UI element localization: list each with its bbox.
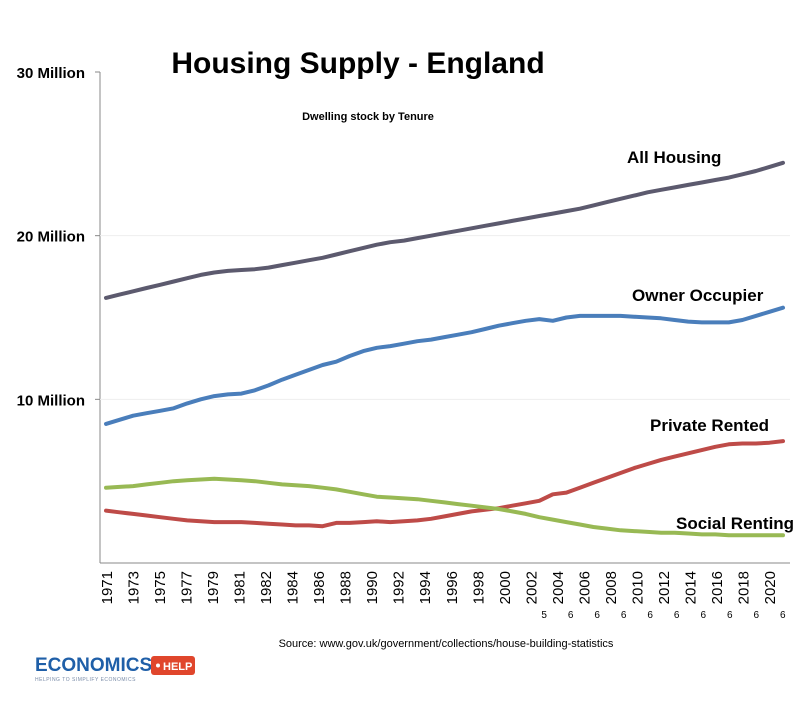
logo-badge-text: HELP	[163, 661, 192, 673]
x-tick-suffix-2016: 6	[727, 610, 733, 621]
x-tick-suffix-2010: 6	[647, 610, 653, 621]
x-tick-suffix-2018: 6	[753, 610, 759, 621]
gridlines	[100, 235, 790, 400]
x-tick-label-1986: 1986	[311, 571, 328, 604]
chart-subtitle: Dwelling stock by Tenure	[302, 111, 434, 123]
x-tick-label-1971: 1971	[99, 571, 116, 604]
x-tick-label-2010: 2010	[629, 571, 646, 604]
logo-word: ECONOMICS	[35, 655, 152, 676]
x-tick-label-2006: 2006	[576, 571, 593, 604]
x-tick-suffix-2008: 6	[621, 610, 627, 621]
y-tick-label-10: 10 Million	[17, 392, 85, 409]
y-tick-labels: 10 Million 20 Million 30 Million	[17, 65, 100, 409]
y-tick-label-20: 20 Million	[17, 229, 85, 246]
x-tick-label-2020: 2020	[762, 571, 779, 604]
x-tick-label-2000: 2000	[497, 571, 514, 604]
series-line-social-renting	[104, 476, 785, 538]
x-tick-label-1973: 1973	[126, 571, 143, 604]
x-tick-label-1988: 1988	[338, 571, 355, 604]
x-tick-label-2008: 2008	[603, 571, 620, 604]
x-tick-label-1990: 1990	[364, 571, 381, 604]
x-tick-label-1998: 1998	[470, 571, 487, 604]
x-tick-suffix-2006: 6	[594, 610, 600, 621]
logo-tagline: HELPING TO SIMPLIFY ECONOMICS	[35, 677, 136, 683]
x-tick-label-1992: 1992	[391, 571, 408, 604]
x-tick-labels: 1971 1973 1975 1977 1979 1981 1982 1984 1986 1988…	[99, 571, 786, 621]
series-line-private-rented	[104, 439, 785, 529]
chart-title: Housing Supply - England	[171, 47, 544, 80]
label-all-housing: All Housing	[627, 148, 721, 167]
x-tick-label-2018: 2018	[735, 571, 752, 604]
y-tick-label-30: 30 Million	[17, 65, 85, 82]
x-tick-suffix-2004: 6	[568, 610, 574, 621]
x-tick-suffix-2012: 6	[674, 610, 680, 621]
series-line-owner-occupier	[104, 305, 785, 426]
label-owner-occupier: Owner Occupier	[632, 286, 764, 305]
x-tick-label-1996: 1996	[444, 571, 461, 604]
x-tick-label-2012: 2012	[656, 571, 673, 604]
series-line-all-housing	[104, 160, 785, 300]
x-tick-label-2002: 2002	[523, 571, 540, 604]
source-note: Source: www.gov.uk/government/collection…	[279, 638, 614, 650]
x-tick-label-2016: 2016	[709, 571, 726, 604]
x-tick-label-1984: 1984	[285, 571, 302, 604]
x-tick-suffix-2020: 6	[780, 610, 786, 621]
x-tick-suffix-2014: 6	[700, 610, 706, 621]
x-tick-label-1977: 1977	[179, 571, 196, 604]
x-tick-label-1981: 1981	[232, 571, 249, 604]
x-tick-label-1982: 1982	[258, 571, 275, 604]
logo-badge	[151, 656, 195, 675]
x-tick-label-1975: 1975	[152, 571, 169, 604]
x-tick-label-1994: 1994	[417, 571, 434, 604]
economics-help-logo: ECONOMICS HELP HELPING TO SIMPLIFY ECONO…	[35, 655, 195, 683]
x-tick-label-2014: 2014	[682, 571, 699, 604]
label-social-renting: Social Renting	[676, 514, 794, 533]
x-tick-label-1979: 1979	[205, 571, 222, 604]
logo-badge-dot	[156, 663, 160, 668]
label-private-rented: Private Rented	[650, 416, 769, 435]
series-lines	[104, 160, 785, 538]
x-tick-suffix-2002: 5	[541, 610, 547, 621]
x-tick-label-2004: 2004	[550, 571, 567, 604]
